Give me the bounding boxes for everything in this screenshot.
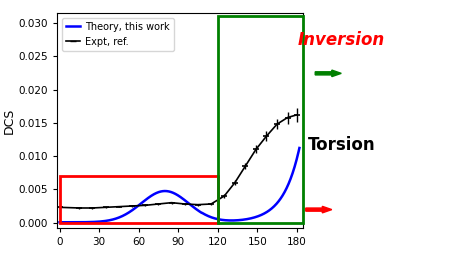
Text: Torsion: Torsion (308, 136, 375, 154)
Y-axis label: DCS: DCS (2, 107, 16, 134)
Bar (60, 176, 218, 223)
Legend: Theory, this work, Expt, ref.: Theory, this work, Expt, ref. (62, 18, 173, 51)
Text: Inversion: Inversion (298, 31, 385, 50)
Bar (218, 17, 303, 223)
